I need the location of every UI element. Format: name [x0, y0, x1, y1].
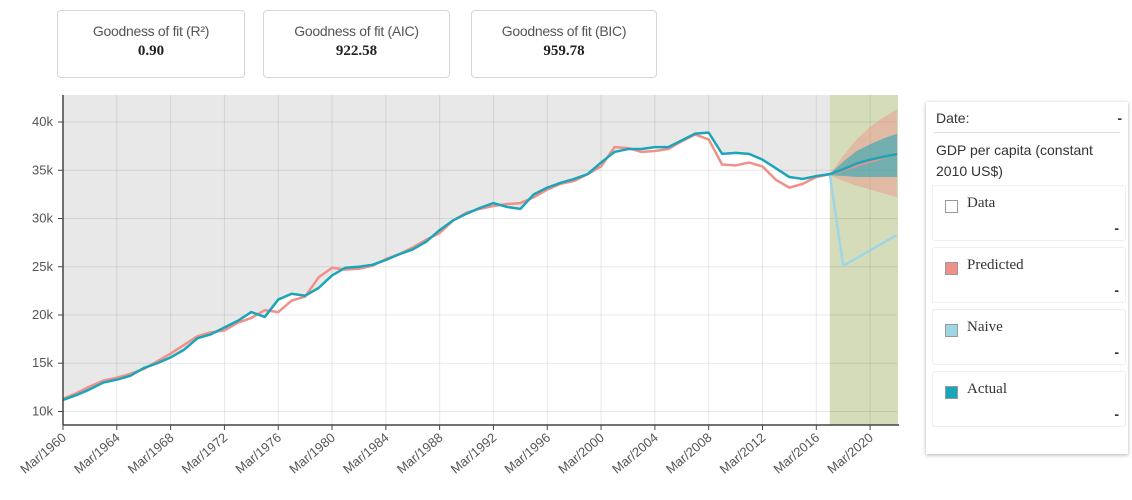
legend-readout: -	[1114, 406, 1119, 422]
legend-name: Naive	[967, 319, 1003, 335]
legend-readout: -	[1114, 282, 1119, 298]
legend-panel: Date: - GDP per capita (constant 2010 US$…	[926, 102, 1128, 454]
variable-name: GDP per capita (constant 2010 US$)	[936, 142, 1093, 179]
legend-name: Data	[967, 195, 996, 211]
divider	[934, 132, 1120, 133]
y-tick-label: 40k	[32, 114, 53, 129]
legend-swatch	[945, 262, 958, 275]
x-tick-label: Mar/1976	[232, 430, 284, 477]
metric-label: Goodness of fit (BIC)	[501, 23, 627, 39]
legend-name: Actual	[967, 381, 1007, 397]
x-tick-label: Mar/1992	[448, 430, 500, 477]
metric-card: Goodness of fit (BIC) 959.78	[471, 10, 657, 78]
chart: Mar/1960 Mar/1964 Mar/1968 Mar/1972 Mar/1976…	[17, 95, 899, 477]
x-tick-label: Mar/2004	[609, 430, 661, 477]
x-tick-label: Mar/2020	[824, 430, 876, 477]
series-line	[828, 173, 898, 268]
x-tick-label: Mar/2012	[717, 430, 769, 477]
legend-item[interactable]: Naive -	[932, 309, 1126, 365]
x-tick-label: Mar/2008	[663, 430, 715, 477]
x-tick-label: Mar/1968	[125, 430, 177, 477]
date-row: Date: -	[936, 110, 1122, 126]
x-tick-label: Mar/1984	[340, 430, 392, 477]
x-tick-label: Mar/1980	[286, 430, 338, 477]
legend-item[interactable]: Actual -	[932, 371, 1126, 427]
metric-card: Goodness of fit (R²) 0.90	[57, 10, 245, 78]
x-tick-label: Mar/1964	[71, 430, 123, 477]
metric-value: 959.78	[543, 43, 585, 59]
metric-label: Goodness of fit (AIC)	[294, 23, 419, 39]
legend-name: Predicted	[967, 257, 1024, 273]
legend-readout: -	[1114, 220, 1119, 236]
x-tick-label: Mar/1996	[501, 430, 553, 477]
history-fill	[63, 132, 830, 425]
metric-value: 0.90	[137, 43, 165, 59]
x-tick-label: Mar/1988	[394, 430, 446, 477]
legend-swatch	[945, 324, 958, 337]
x-tick-label: Mar/1960	[17, 430, 69, 477]
legend-readout: -	[1114, 344, 1119, 360]
y-tick-label: 30k	[32, 211, 53, 226]
metric-value: 922.58	[335, 43, 378, 59]
legend-swatch	[945, 386, 958, 399]
y-tick-label: 20k	[32, 307, 53, 322]
x-tick-label: Mar/2016	[771, 430, 823, 477]
date-value: -	[1117, 110, 1122, 126]
y-tick-label: 25k	[32, 259, 53, 274]
forecast-band	[829, 133, 897, 178]
legend-item[interactable]: Predicted -	[932, 247, 1126, 303]
y-tick-label: 35k	[32, 162, 53, 177]
legend-swatch	[945, 200, 958, 213]
metric-card: Goodness of fit (AIC) 922.58	[263, 10, 450, 78]
y-tick-label: 10k	[32, 403, 53, 418]
x-tick-label: Mar/2000	[555, 430, 607, 477]
legend-item[interactable]: Data -	[932, 185, 1126, 241]
metric-label: Goodness of fit (R²)	[92, 23, 210, 39]
y-tick-label: 15k	[32, 355, 53, 370]
series-line	[62, 131, 898, 402]
x-tick-label: Mar/1972	[179, 430, 231, 477]
date-label: Date:	[936, 110, 970, 126]
